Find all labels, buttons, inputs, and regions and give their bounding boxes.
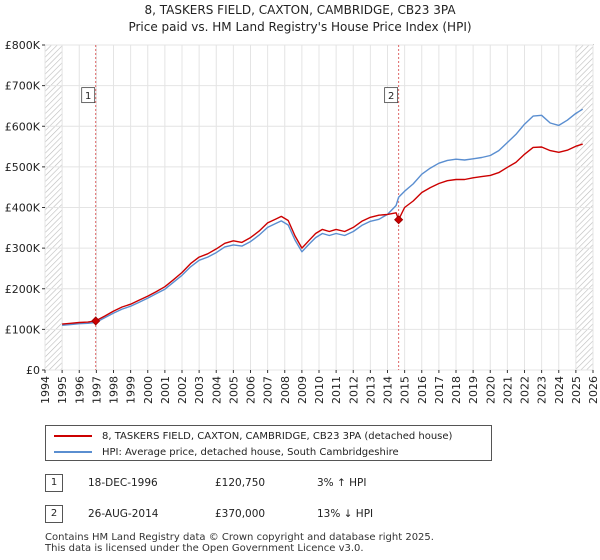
x-tick-label: 1995	[56, 376, 69, 404]
y-tick-label: £600K	[5, 120, 41, 133]
transaction-row-2: 2 26-AUG-2014 £370,000 13% ↓ HPI	[45, 505, 565, 525]
marker-box-1	[81, 87, 96, 104]
y-tick-label: £200K	[5, 283, 41, 296]
x-tick-label: 2001	[159, 376, 172, 404]
legend-swatch-property	[54, 435, 92, 437]
x-tick-label: 1999	[125, 376, 138, 404]
transaction-price: £370,000	[215, 508, 266, 520]
x-tick-label: 2023	[536, 376, 549, 404]
x-tick-label: 2006	[245, 376, 258, 404]
x-tick-label: 2020	[484, 376, 497, 404]
y-tick-label: £700K	[5, 80, 41, 93]
footer-line-2: This data is licensed under the Open Gov…	[45, 543, 364, 554]
y-tick-label: £0	[26, 364, 40, 377]
chart-title-line-2: Price paid vs. HM Land Registry's House …	[128, 20, 472, 34]
transaction-date: 26-AUG-2014	[88, 508, 159, 520]
transaction-badge: 2	[45, 505, 63, 523]
price-chart: 1 2 £0 £100K £200K £300K £400K £500K £600K £700K…	[5, 39, 600, 404]
x-tick-label: 2024	[553, 376, 566, 404]
marker-label-2: 2	[388, 91, 394, 102]
x-tick-label: 2014	[382, 376, 395, 404]
x-tick-label: 2000	[142, 376, 155, 404]
marker-box-2	[384, 87, 399, 104]
transaction-badge: 1	[45, 474, 63, 492]
x-tick-label: 2022	[519, 376, 532, 404]
series-line-hpi	[62, 108, 584, 326]
y-tick-label: £800K	[5, 39, 41, 52]
series-line-property	[62, 143, 583, 325]
x-tick-label: 1996	[73, 376, 86, 404]
transaction-date: 18-DEC-1996	[88, 477, 158, 489]
transaction-hpi-change: 13% ↓ HPI	[317, 508, 374, 520]
legend-item-property: 8, TASKERS FIELD, CAXTON, CAMBRIDGE, CB2…	[54, 428, 452, 444]
legend-swatch-hpi	[54, 451, 92, 453]
y-tick-label: £500K	[5, 161, 41, 174]
y-tick-label: £100K	[5, 323, 41, 336]
x-tick-label: 2026	[587, 376, 600, 404]
x-tick-label: 2017	[433, 376, 446, 404]
x-tick-label: 2002	[176, 376, 189, 404]
x-tick-label: 1998	[108, 376, 121, 404]
chart-title-line-1: 8, TASKERS FIELD, CAXTON, CAMBRIDGE, CB2…	[144, 3, 456, 17]
x-tick-label: 2025	[570, 376, 583, 404]
chart-title: 8, TASKERS FIELD, CAXTON, CAMBRIDGE, CB2…	[0, 2, 600, 36]
footer-attribution: Contains HM Land Registry data © Crown c…	[45, 532, 434, 554]
x-tick-label: 2011	[330, 376, 343, 404]
sale-point-2	[394, 215, 404, 225]
x-tick-label: 2005	[227, 376, 240, 404]
x-tick-label: 2008	[279, 376, 292, 404]
x-tick-label: 2015	[399, 376, 412, 404]
x-tick-label: 2016	[416, 376, 429, 404]
legend: 8, TASKERS FIELD, CAXTON, CAMBRIDGE, CB2…	[45, 425, 492, 461]
legend-label-property: 8, TASKERS FIELD, CAXTON, CAMBRIDGE, CB2…	[102, 430, 453, 442]
y-tick-label: £300K	[5, 242, 41, 255]
x-tick-label: 2021	[501, 376, 514, 404]
x-tick-label: 2013	[364, 376, 377, 404]
y-tick-label: £400K	[5, 202, 41, 215]
transaction-price: £120,750	[215, 477, 266, 489]
x-tick-label: 2004	[210, 376, 223, 404]
x-tick-label: 2012	[347, 376, 360, 404]
x-tick-label: 1994	[39, 376, 52, 404]
marker-label-1: 1	[85, 91, 91, 102]
x-tick-label: 2003	[193, 376, 206, 404]
legend-item-hpi: HPI: Average price, detached house, Sout…	[54, 444, 399, 460]
x-tick-label: 2019	[467, 376, 480, 404]
x-tick-label: 2009	[296, 376, 309, 404]
transaction-row-1: 1 18-DEC-1996 £120,750 3% ↑ HPI	[45, 474, 565, 494]
footer-line-1: Contains HM Land Registry data © Crown c…	[45, 532, 434, 543]
x-tick-label: 2018	[450, 376, 463, 404]
x-tick-label: 2010	[313, 376, 326, 404]
x-tick-label: 2007	[262, 376, 275, 404]
x-tick-label: 1997	[90, 376, 103, 404]
legend-label-hpi: HPI: Average price, detached house, Sout…	[102, 446, 399, 458]
transaction-hpi-change: 3% ↑ HPI	[317, 477, 367, 489]
sale-point-1	[91, 316, 101, 326]
